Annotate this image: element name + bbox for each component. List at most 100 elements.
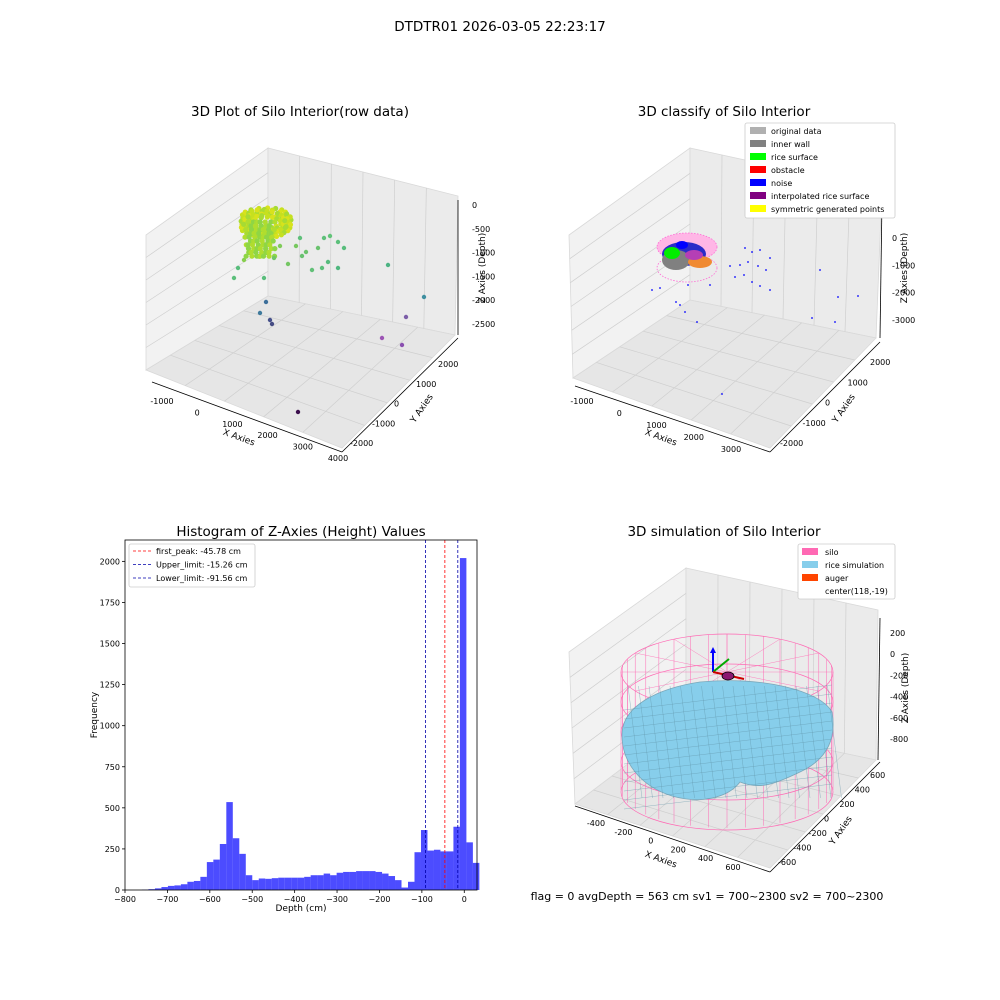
histogram-bar xyxy=(174,885,181,890)
surface-point xyxy=(245,214,251,220)
legend-swatch xyxy=(750,205,766,212)
histogram-bar xyxy=(213,859,220,890)
z-tick-label: -1500 xyxy=(472,272,495,281)
y-tick-label: 0 xyxy=(115,886,120,895)
grid-line xyxy=(392,179,396,323)
surface-point xyxy=(241,221,247,227)
noise-point xyxy=(834,321,836,323)
histogram-bar xyxy=(284,877,292,890)
rice-mesh-line xyxy=(623,783,833,810)
y-tick-label: 1250 xyxy=(100,681,120,690)
figure-suptitle: DTDTR01 2026-03-05 22:23:17 xyxy=(394,19,606,35)
silo-spoke xyxy=(726,638,781,673)
simulation-plot-title: 3D simulation of Silo Interior xyxy=(627,524,821,540)
noise-point xyxy=(739,264,741,266)
noise-point xyxy=(709,284,711,286)
histogram-bar xyxy=(278,877,285,890)
noise-point xyxy=(744,247,746,249)
z-tick-label: 0 xyxy=(472,201,477,210)
surface-point xyxy=(283,223,289,230)
noise-point xyxy=(819,269,821,271)
rice-mesh-line xyxy=(638,685,653,799)
rice-mesh-line xyxy=(806,685,821,799)
histogram-bar xyxy=(369,871,376,890)
scatter-point xyxy=(303,249,309,255)
surface-point xyxy=(243,227,249,233)
x-tick-label: −100 xyxy=(411,895,433,904)
y-tick-label: 400 xyxy=(855,786,870,795)
y-tick-label: 600 xyxy=(870,771,885,780)
x-tick-label: −400 xyxy=(284,895,306,904)
legend-label: rice simulation xyxy=(825,561,884,570)
z-tick-label: -400 xyxy=(890,693,908,702)
surface-point xyxy=(273,233,280,239)
silo-spoke xyxy=(726,671,819,692)
histogram-bar xyxy=(472,862,480,890)
scatter-point xyxy=(327,233,333,239)
histogram-bar xyxy=(310,875,318,890)
y-tick-label: 2000 xyxy=(870,358,890,367)
histogram-bar xyxy=(459,558,467,890)
legend-swatch xyxy=(750,166,766,173)
surface-point xyxy=(245,246,252,252)
surface-point xyxy=(266,223,272,229)
legend-label: symmetric generated points xyxy=(771,205,884,214)
legend-label: original data xyxy=(771,127,822,136)
x-tick-label: 1000 xyxy=(646,421,666,430)
rice-mesh-line xyxy=(827,685,842,799)
histogram-bar xyxy=(154,888,162,890)
x-tick-label: -1000 xyxy=(570,397,593,406)
legend-swatch xyxy=(802,574,818,581)
noise-point xyxy=(687,284,689,286)
scatter-point xyxy=(335,265,341,271)
noise-point xyxy=(769,257,771,259)
grid-line xyxy=(170,354,365,426)
noise-point xyxy=(659,287,661,289)
x-tick-label: 600 xyxy=(725,863,740,872)
scatter-point xyxy=(231,275,237,281)
y-tick-label: 500 xyxy=(105,804,120,813)
rice-mesh-line xyxy=(648,685,664,799)
histogram-bar xyxy=(180,884,188,890)
legend-swatch xyxy=(802,561,818,568)
surface-point xyxy=(245,242,251,248)
y-tick-label: 1750 xyxy=(100,598,120,607)
histogram-bar xyxy=(466,842,473,890)
rice-mesh-line xyxy=(774,685,790,799)
z-tick-label: 0 xyxy=(892,234,897,243)
histogram-bars xyxy=(141,558,480,890)
raw-tick-labels: -100001000200030004000-2000-100001000200… xyxy=(150,201,495,463)
histogram-bar xyxy=(356,871,363,890)
scatter-point xyxy=(399,342,405,348)
grid-line xyxy=(243,310,433,358)
surface-point xyxy=(248,227,255,233)
rice-mesh-line xyxy=(669,685,685,799)
noise-point xyxy=(751,251,753,253)
histogram-bar xyxy=(446,851,454,890)
surface-point xyxy=(282,218,288,224)
histogram-bar xyxy=(265,878,272,890)
rice-mesh-line xyxy=(722,685,737,799)
y-tick-label: 250 xyxy=(105,845,120,854)
surface-point xyxy=(274,210,281,217)
surface-point xyxy=(266,249,272,255)
noise-point xyxy=(679,304,681,306)
histogram-bar xyxy=(239,853,246,890)
depth-histogram: Histogram of Z-Axies (Height) Values −80… xyxy=(90,524,480,914)
surface-point xyxy=(243,253,249,259)
legend-label: auger xyxy=(825,574,849,583)
z-tick-label: -2000 xyxy=(892,289,915,298)
x-tick-label: -1000 xyxy=(150,397,173,406)
rice-mesh-line xyxy=(623,729,833,756)
noise-point xyxy=(765,269,767,271)
rice-surface xyxy=(621,680,842,810)
grid-line xyxy=(570,198,691,283)
noise-point xyxy=(837,296,839,298)
y-tick-label: 1000 xyxy=(100,722,120,731)
histogram-bar xyxy=(375,871,383,890)
y-tick-label: 2000 xyxy=(438,360,458,369)
grid-line xyxy=(572,274,691,355)
surface-point xyxy=(248,223,254,229)
scatter-point xyxy=(421,294,427,300)
